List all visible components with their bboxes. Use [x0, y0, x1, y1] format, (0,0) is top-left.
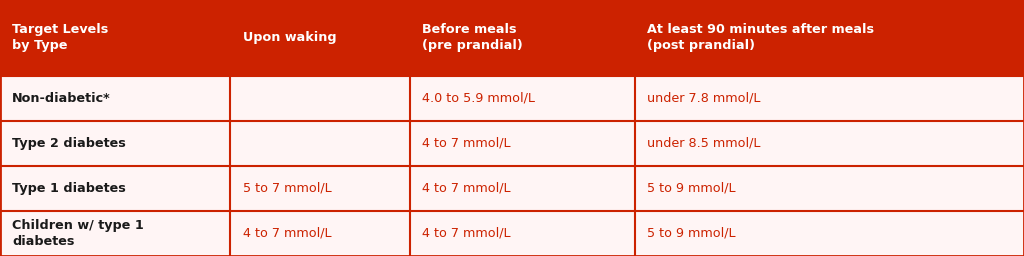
Text: Type 1 diabetes: Type 1 diabetes — [12, 182, 126, 195]
Text: Target Levels
by Type: Target Levels by Type — [12, 23, 109, 52]
Text: 4 to 7 mmol/L: 4 to 7 mmol/L — [243, 227, 331, 240]
Text: 5 to 7 mmol/L: 5 to 7 mmol/L — [243, 182, 332, 195]
Text: 5 to 9 mmol/L: 5 to 9 mmol/L — [647, 182, 735, 195]
Text: Non-diabetic*: Non-diabetic* — [12, 92, 111, 105]
Bar — [0, 76, 1024, 256]
Text: under 8.5 mmol/L: under 8.5 mmol/L — [647, 137, 761, 150]
Text: 4 to 7 mmol/L: 4 to 7 mmol/L — [422, 227, 510, 240]
Text: under 7.8 mmol/L: under 7.8 mmol/L — [647, 92, 761, 105]
Text: Children w/ type 1
diabetes: Children w/ type 1 diabetes — [12, 219, 144, 248]
Bar — [0, 0, 1024, 76]
Text: 5 to 9 mmol/L: 5 to 9 mmol/L — [647, 227, 735, 240]
Text: 4 to 7 mmol/L: 4 to 7 mmol/L — [422, 137, 510, 150]
Text: Type 2 diabetes: Type 2 diabetes — [12, 137, 126, 150]
Text: 4 to 7 mmol/L: 4 to 7 mmol/L — [422, 182, 510, 195]
Text: Upon waking: Upon waking — [243, 31, 336, 44]
Text: 4.0 to 5.9 mmol/L: 4.0 to 5.9 mmol/L — [422, 92, 535, 105]
Text: At least 90 minutes after meals
(post prandial): At least 90 minutes after meals (post pr… — [647, 23, 874, 52]
Text: Before meals
(pre prandial): Before meals (pre prandial) — [422, 23, 522, 52]
